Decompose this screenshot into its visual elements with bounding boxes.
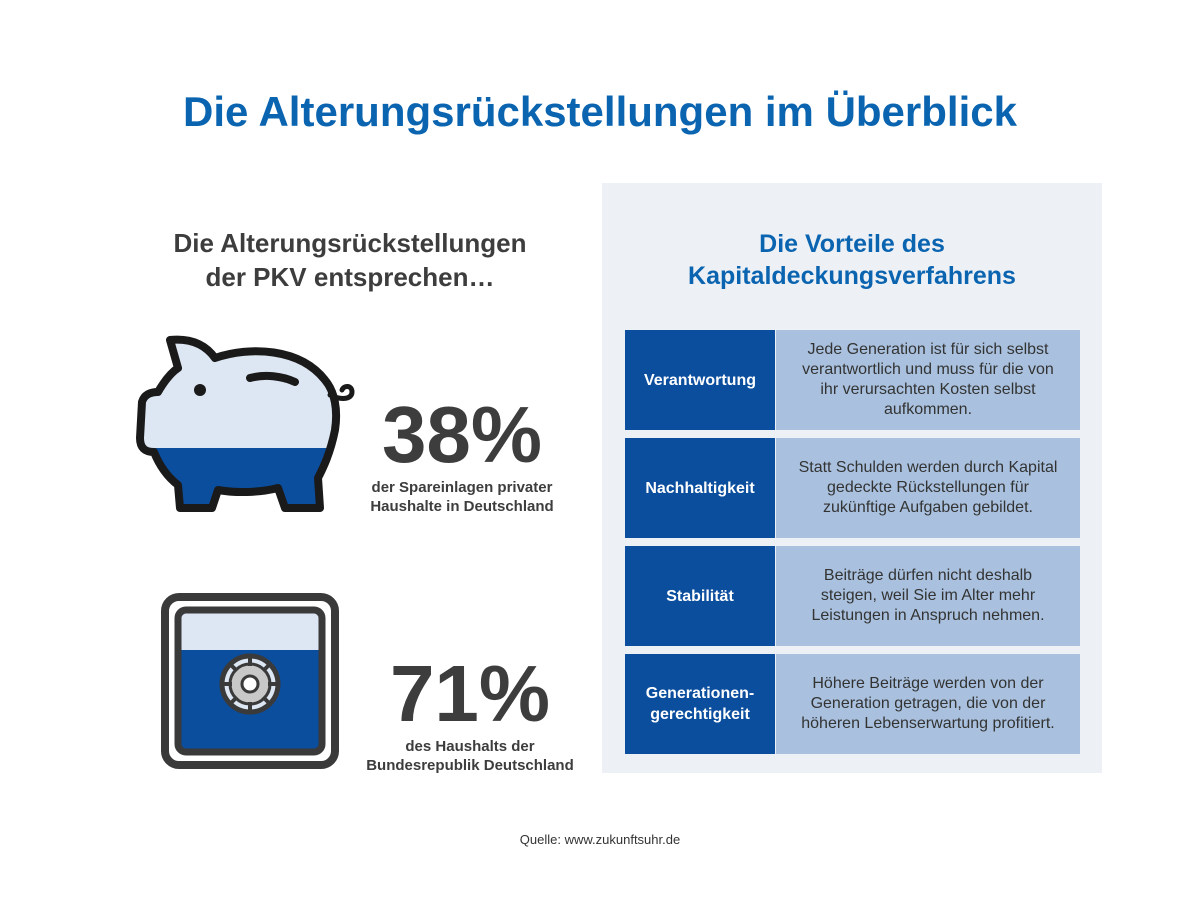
piggy-bank-icon [136,335,355,512]
advantage-label-line-1: Verantwortung [643,371,756,389]
advantage-text-line: Generation getragen, die von der [810,695,1046,712]
advantage-label-line-1: Nachhaltigkeit [645,479,755,497]
advantage-text-line: Jede Generation ist für sich selbst [807,341,1049,358]
advantage-text-line: Höhere Beiträge werden von der [812,675,1044,692]
advantage-label-line-1: Generationen- [645,685,755,702]
advantage-row: Nachhaltigkeit Statt Schulden werden dur… [625,438,1080,538]
advantage-label: Verantwortung [625,330,775,430]
advantage-label: Stabilität [625,546,775,646]
left-heading-line-2: der PKV entsprechen… [205,262,495,292]
advantage-label: Generationen- gerechtigkeit [625,654,775,754]
advantage-text-line: Beiträge dürfen nicht deshalb [823,567,1033,584]
panel-title: Die Vorteile des Kapitaldeckungsverfahre… [602,228,1102,292]
stat-value-1: 38% [381,390,543,479]
advantage-text-line: Leistungen in Anspruch nehmen. [811,607,1045,624]
stat-description-1-line-1: der Spareinlagen privater [371,479,553,496]
safe-dial-icon [219,653,281,715]
advantage-text-line: Statt Schulden werden durch Kapital [798,459,1058,476]
left-heading-line-1: Die Alterungsrückstellungen [173,228,527,258]
advantage-text-line: gedeckte Rückstellungen für [827,479,1029,496]
advantage-row: Stabilität Beiträge dürfen nicht deshalb… [625,546,1080,646]
safe-icon [161,593,339,769]
left-heading: Die Alterungsrückstellungen der PKV ents… [120,226,580,294]
advantage-text-line: höheren Lebenserwartung profitiert. [801,715,1055,732]
advantage-text-line: steigen, weil Sie im Alter mehr [820,587,1036,604]
advantage-text: Beiträge dürfen nicht deshalb steigen, w… [776,546,1080,646]
stat-description-1: der Spareinlagen privater Haushalte in D… [340,478,584,516]
advantage-label: Nachhaltigkeit [625,438,775,538]
advantage-label-line-1: Stabilität [666,587,734,605]
stat-description-2-line-2: Bundesrepublik Deutschland [366,757,574,774]
advantage-row: Generationen- gerechtigkeit Höhere Beitr… [625,654,1080,754]
stat-description-1-line-2: Haushalte in Deutschland [370,498,554,515]
advantage-text-line: aufkommen. [883,401,973,418]
advantage-label-line-2: gerechtigkeit [650,706,750,723]
advantage-text-line: zukünftige Aufgaben gebildet. [823,499,1033,516]
advantages-panel: Die Vorteile des Kapitaldeckungsverfahre… [602,183,1102,773]
advantage-text: Jede Generation ist für sich selbst vera… [776,330,1080,430]
advantage-row: Verantwortung Jede Generation ist für si… [625,330,1080,430]
page-title: Die Alterungsrückstellungen im Überblick [183,88,1017,135]
advantage-text-line: verantwortlich und muss für die von [802,361,1054,378]
stat-description-2-line-1: des Haushalts der [405,738,535,755]
source-note: Quelle: www.zukunftsuhr.de [519,832,681,847]
advantage-text: Statt Schulden werden durch Kapital gede… [776,438,1080,538]
panel-title-line-2: Kapitaldeckungsverfahrens [688,262,1016,290]
panel-title-line-1: Die Vorteile des [759,230,945,258]
advantage-text: Höhere Beiträge werden von der Generatio… [776,654,1080,754]
stat-description-2: des Haushalts der Bundesrepublik Deutsch… [340,737,600,775]
advantage-text-line: ihr verursachten Kosten selbst [820,381,1036,398]
stat-value-2: 71% [389,649,551,738]
